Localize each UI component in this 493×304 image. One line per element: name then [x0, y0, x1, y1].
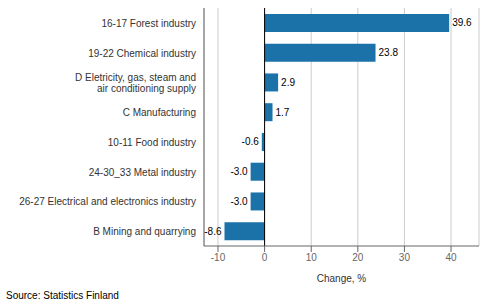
svg-text:-8.6: -8.6	[204, 226, 222, 237]
svg-text:40: 40	[445, 252, 457, 263]
svg-text:B Mining and quarrying: B Mining and quarrying	[93, 226, 196, 237]
svg-text:16-17 Forest industry: 16-17 Forest industry	[102, 17, 197, 28]
svg-text:10-11 Food industry: 10-11 Food industry	[108, 136, 196, 147]
svg-text:Change, %: Change, %	[317, 273, 367, 284]
svg-text:23.8: 23.8	[379, 47, 399, 58]
svg-text:-3.0: -3.0	[230, 166, 248, 177]
svg-text:0: 0	[262, 252, 268, 263]
svg-text:20: 20	[352, 252, 364, 263]
svg-text:D Eletricity, gas, steam andai: D Eletricity, gas, steam andair conditio…	[75, 71, 196, 93]
svg-text:30: 30	[399, 252, 411, 263]
html-text:Source: Statistics Finland: Source: Statistics Finland	[6, 290, 119, 301]
svg-text:C Manufacturing: C Manufacturing	[123, 107, 196, 118]
svg-text:19-22 Chemical industry: 19-22 Chemical industry	[88, 47, 196, 58]
svg-text:24-30_33 Metal industry: 24-30_33 Metal industry	[89, 166, 196, 177]
svg-text:2.9: 2.9	[281, 77, 295, 88]
svg-text:39.6: 39.6	[452, 17, 472, 28]
svg-text:26-27 Electrical and electroni: 26-27 Electrical and electronics industr…	[19, 196, 196, 207]
svg-text:-10: -10	[211, 252, 226, 263]
svg-text:-3.0: -3.0	[230, 196, 248, 207]
svg-text:-0.6: -0.6	[242, 136, 260, 147]
svg-text:1.7: 1.7	[276, 107, 290, 118]
svg-text:10: 10	[306, 252, 318, 263]
